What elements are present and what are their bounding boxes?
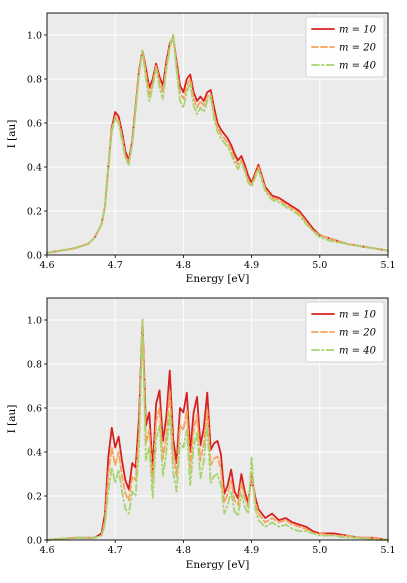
ticks-top: 4.6 4.7 4.8 4.9 5.0 5.1 0.0 0.2 0.4 0.6 0.8 1.0 <box>27 30 396 271</box>
x-tick-label: 4.7 <box>108 260 123 271</box>
legend-top: m = 10 m = 20 m = 40 <box>305 16 385 78</box>
x-tick-label: 5.1 <box>380 545 395 556</box>
axes-frame-top <box>46 12 389 256</box>
ticks-bottom: 4.6 4.7 4.8 4.9 5.0 5.1 0.0 0.2 0.4 0.6 0.8 1.0 <box>27 315 396 556</box>
y-tick-label: 0.0 <box>27 535 42 546</box>
y-tick-label: 1.0 <box>27 30 42 41</box>
legend-label-1: m = 10 <box>339 25 377 36</box>
x-tick-label: 5.1 <box>380 260 395 271</box>
y-tick-label: 0.6 <box>27 118 42 129</box>
legend-frame <box>305 301 385 363</box>
x-axis-label-top: Energy [eV] <box>186 273 250 285</box>
y-tick-label: 0.8 <box>27 359 42 370</box>
x-tick-label: 4.6 <box>39 260 54 271</box>
y-tick-label: 0.2 <box>27 206 42 217</box>
y-tick-label: 0.6 <box>27 403 42 414</box>
legend-label-2: m = 20 <box>339 328 377 339</box>
legend-frame <box>305 16 385 78</box>
series-line-1 <box>46 36 389 254</box>
series-line-3 <box>46 34 389 254</box>
y-axis-label-bottom: I [au] <box>6 405 18 434</box>
series-line-1 <box>46 319 389 541</box>
y-tick-label: 1.0 <box>27 315 42 326</box>
series-line-2 <box>46 34 389 254</box>
x-tick-label: 4.9 <box>244 260 259 271</box>
y-axis-label-top: I [au] <box>6 120 18 149</box>
legend-label-2: m = 20 <box>339 43 377 54</box>
legend-label-1: m = 10 <box>339 310 377 321</box>
y-tick-label: 0.4 <box>27 447 42 458</box>
chart-top: 4.6 4.7 4.8 4.9 5.0 5.1 0.0 0.2 0.4 0.6 0.8 1.0 Ene… <box>6 12 396 285</box>
legend-bottom: m = 10 m = 20 m = 40 <box>305 301 385 363</box>
y-tick-label: 0.8 <box>27 74 42 85</box>
x-tick-label: 4.6 <box>39 545 54 556</box>
x-tick-label: 4.9 <box>244 545 259 556</box>
y-tick-label: 0.0 <box>27 250 42 261</box>
series-layer-bottom <box>46 319 389 541</box>
series-line-2 <box>46 319 389 541</box>
y-tick-label: 0.4 <box>27 162 42 173</box>
x-tick-label: 4.8 <box>176 260 191 271</box>
legend-label-3: m = 40 <box>339 61 377 72</box>
y-tick-label: 0.2 <box>27 491 42 502</box>
series-line-3 <box>46 319 389 541</box>
series-layer-top <box>46 34 389 254</box>
x-tick-label: 5.0 <box>312 260 327 271</box>
x-tick-label: 5.0 <box>312 545 327 556</box>
chart-bottom: 4.6 4.7 4.8 4.9 5.0 5.1 0.0 0.2 0.4 0.6 0.8 1.0 Ene… <box>6 297 396 571</box>
x-tick-label: 4.7 <box>108 545 123 556</box>
legend-label-3: m = 40 <box>339 346 377 357</box>
x-axis-label-bottom: Energy [eV] <box>186 559 250 571</box>
x-tick-label: 4.8 <box>176 545 191 556</box>
axes-frame-bottom <box>46 297 389 541</box>
